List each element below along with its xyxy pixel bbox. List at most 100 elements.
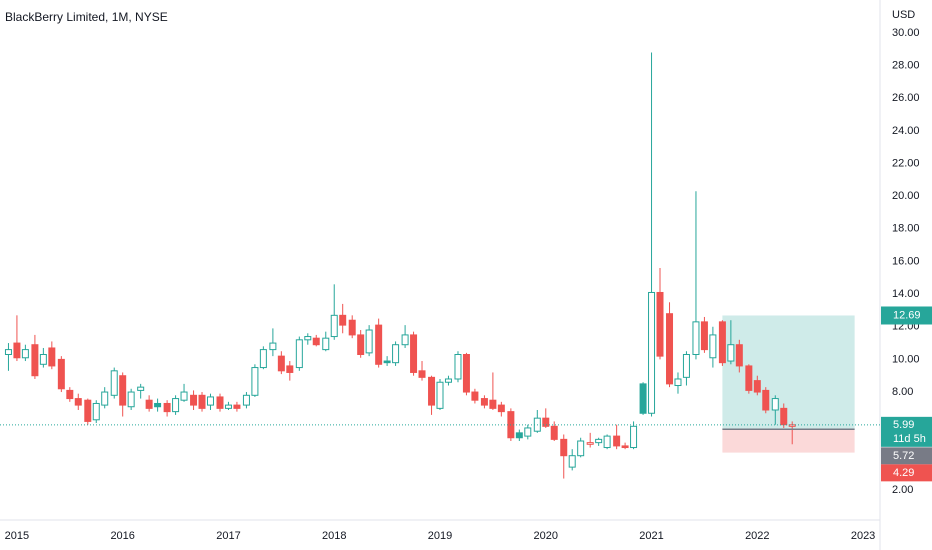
candle-body <box>312 337 320 346</box>
candle-body <box>666 313 674 385</box>
candle-body <box>630 425 638 449</box>
candle-body <box>383 360 391 364</box>
candle-body <box>206 396 214 406</box>
candle-body <box>84 399 92 422</box>
candle-body <box>621 445 629 449</box>
y-tick-label: 30.00 <box>892 27 920 39</box>
candle-body <box>137 386 145 391</box>
y-tick-label: 22.00 <box>892 157 920 169</box>
y-tick-label: 14.00 <box>892 288 920 300</box>
candle-body <box>163 402 171 413</box>
y-tick-label: 28.00 <box>892 60 920 72</box>
y-tick-label: 24.00 <box>892 125 920 137</box>
candle-body <box>613 435 621 447</box>
candle-body <box>577 440 585 457</box>
candle-body <box>242 394 250 406</box>
stop-zone <box>722 429 855 453</box>
candle-body <box>771 398 779 411</box>
candle-body <box>762 389 770 411</box>
candle-body <box>727 344 735 362</box>
x-tick-label: 2020 <box>534 530 558 542</box>
candle-body <box>682 354 690 378</box>
candle-body <box>110 370 118 396</box>
candle-body <box>224 404 232 409</box>
candle-body <box>375 324 383 365</box>
candle-body <box>410 334 418 373</box>
candle-body <box>392 344 400 364</box>
candle-body <box>145 399 153 409</box>
candle-body <box>568 455 576 468</box>
x-tick-label: 2017 <box>216 530 240 542</box>
candle-body <box>357 334 365 356</box>
candle-body <box>586 442 594 445</box>
entry-label: 5.72 <box>893 450 914 462</box>
y-tick-label: 2.00 <box>892 484 913 496</box>
candle-body <box>233 404 241 409</box>
chart-title: BlackBerry Limited, 1M, NYSE <box>5 10 168 24</box>
candle-body <box>119 375 127 406</box>
candle-body <box>48 347 56 367</box>
candle-body <box>295 339 303 369</box>
candle-body <box>550 425 558 440</box>
candle-body <box>198 394 206 409</box>
candle-body <box>269 342 277 351</box>
candle-body <box>339 314 347 326</box>
candle-body <box>560 438 568 457</box>
x-tick-label: 2022 <box>745 530 769 542</box>
candle-body <box>497 404 505 413</box>
x-tick-label: 2021 <box>639 530 663 542</box>
candle-body <box>101 391 109 406</box>
candle-body <box>39 354 47 365</box>
candle-body <box>190 394 198 406</box>
candle-body <box>489 399 497 409</box>
candle-body <box>277 355 285 372</box>
candle-body <box>436 381 444 409</box>
x-tick-label: 2016 <box>110 530 134 542</box>
candle-body <box>401 334 409 346</box>
last-price-badge <box>881 416 932 447</box>
candle-body <box>735 344 743 367</box>
y-tick-label: 10.00 <box>892 353 920 365</box>
x-tick-label: 2023 <box>851 530 875 542</box>
candle-body <box>13 342 21 359</box>
target-label: 12.69 <box>893 309 921 321</box>
candle-body <box>428 376 436 406</box>
candle-body <box>31 344 39 377</box>
candle-body <box>515 432 523 439</box>
candle-body <box>127 391 135 408</box>
candle-body <box>709 334 717 359</box>
candle-body <box>444 378 452 383</box>
candle-body <box>603 435 611 449</box>
candle-body <box>454 354 462 380</box>
candle-body <box>330 314 338 338</box>
candle-body <box>154 402 162 408</box>
candle-body <box>66 389 74 400</box>
y-tick-label: 26.00 <box>892 92 920 104</box>
currency-label: USD <box>892 9 915 21</box>
candle-body <box>648 291 656 414</box>
candle-body <box>172 398 180 413</box>
candle-body <box>304 336 312 341</box>
candle-body <box>674 378 682 387</box>
candle-body <box>365 329 373 354</box>
y-tick-label: 20.00 <box>892 190 920 202</box>
y-tick-label: 16.00 <box>892 255 920 267</box>
x-tick-label: 2019 <box>428 530 452 542</box>
x-tick-label: 2018 <box>322 530 346 542</box>
candle-body <box>542 417 550 427</box>
x-tick-label: 2015 <box>5 530 29 542</box>
candle-body <box>74 398 82 406</box>
candle-body <box>251 367 259 396</box>
candle-body <box>216 396 224 409</box>
y-tick-label: 8.00 <box>892 386 913 398</box>
candle-body <box>639 383 647 414</box>
stop-label: 4.29 <box>893 467 914 479</box>
candle-body <box>180 391 188 401</box>
target-badge <box>881 306 932 325</box>
last-price-label: 5.99 <box>893 419 914 431</box>
candle-body <box>753 380 761 393</box>
stop-badge <box>881 464 932 482</box>
candle-body <box>780 407 788 426</box>
